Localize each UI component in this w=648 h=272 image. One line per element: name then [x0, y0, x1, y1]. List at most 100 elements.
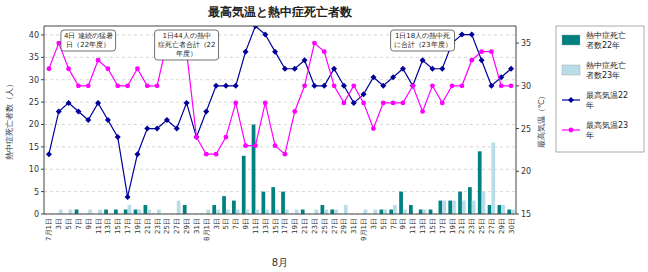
marker — [105, 117, 111, 123]
marker — [410, 83, 416, 89]
annotation: 1日18人の熱中死に合計（23年度） — [391, 30, 455, 51]
annotation-text: 1日18人の熱中死に合計（23年度） — [394, 32, 452, 49]
marker — [429, 66, 435, 72]
bar — [452, 201, 456, 214]
marker — [223, 83, 229, 89]
bar — [330, 210, 334, 214]
y2-tick-label: 15 — [521, 210, 531, 219]
bar — [137, 210, 141, 214]
y-axis-label: 熱中症死亡者数（人） — [5, 80, 14, 160]
marker — [508, 66, 514, 72]
marker — [272, 49, 278, 55]
bar — [482, 192, 486, 214]
legend: 熱中症死亡者数22年熱中症死亡者数23年最高気温22年最高気温23年 — [556, 26, 644, 152]
x-tick-label: 21日 — [301, 218, 309, 234]
x-tick-label: 11日 — [252, 218, 260, 234]
marker — [380, 83, 386, 89]
x-tick-label: 25日 — [163, 218, 171, 234]
bar — [344, 205, 348, 214]
y-tick-label: 10 — [29, 165, 39, 174]
legend-label: 最高気温22年 — [586, 91, 628, 110]
bar — [246, 210, 250, 214]
x-tick-label: 21日 — [144, 218, 152, 234]
marker — [174, 126, 180, 132]
marker — [322, 49, 327, 54]
bar — [491, 142, 495, 214]
marker — [144, 126, 150, 132]
grid-line — [44, 214, 516, 215]
x-tick-label: 13日 — [104, 218, 112, 234]
x-tick-label: 19日 — [449, 218, 457, 234]
annotation: 1日44人の熱中症死亡者合計（22年度） — [155, 30, 219, 60]
x-tick-label: 30日 — [508, 218, 516, 234]
bar — [389, 210, 393, 214]
marker — [76, 83, 81, 88]
marker — [273, 143, 278, 148]
bar — [462, 201, 466, 214]
marker — [351, 100, 357, 106]
bar — [399, 192, 403, 214]
y-axis — [44, 26, 45, 214]
bar — [429, 210, 433, 214]
legend-swatch — [562, 65, 580, 75]
x-tick-label: 7日 — [75, 218, 83, 229]
bar — [262, 192, 266, 214]
x-tick-label: 19日 — [291, 218, 299, 234]
y2-tick-label: 30 — [521, 82, 531, 91]
bar — [252, 124, 256, 214]
x-tick-label: 27日 — [331, 218, 339, 234]
x-tick-label: 29日 — [498, 218, 506, 234]
marker — [420, 109, 425, 114]
marker — [400, 66, 406, 72]
marker — [332, 83, 337, 88]
marker — [204, 152, 209, 157]
marker — [479, 57, 485, 63]
marker — [410, 83, 415, 88]
bar — [364, 210, 368, 214]
marker — [95, 100, 101, 106]
bar — [448, 201, 452, 214]
marker — [439, 66, 445, 72]
marker — [233, 101, 238, 106]
marker — [282, 66, 288, 72]
marker — [194, 135, 199, 140]
marker — [302, 83, 307, 88]
x-tick-label: 19日 — [134, 218, 142, 234]
x-tick-label: 31日 — [193, 218, 201, 234]
x-tick-label: 9月1日 — [360, 218, 368, 241]
x-tick-label: 7日 — [390, 218, 398, 229]
marker — [213, 83, 219, 89]
bar — [380, 210, 384, 214]
bar — [468, 187, 472, 214]
bar — [183, 205, 187, 214]
marker — [450, 83, 455, 88]
marker — [391, 101, 396, 106]
annotation-text: 4日 連続の猛暑日（22年度） — [64, 32, 113, 49]
marker — [224, 135, 229, 140]
marker — [370, 74, 376, 80]
marker — [371, 126, 376, 131]
grid-line — [44, 169, 516, 170]
x-tick-label: 25日 — [321, 218, 329, 234]
y2-tick-label: 25 — [521, 125, 531, 134]
grid-line — [44, 57, 516, 58]
bar — [488, 205, 492, 214]
x-tick-label: 17日 — [281, 218, 289, 234]
marker — [46, 151, 52, 157]
annotation-box — [391, 30, 455, 51]
plot-area — [44, 26, 516, 214]
x-tick-label: 9日 — [242, 218, 250, 229]
y-tick-label: 20 — [29, 120, 39, 129]
bar — [472, 201, 476, 214]
y2-tick-label: 35 — [521, 39, 531, 48]
x-tick-label: 17日 — [439, 218, 447, 234]
x-tick-label: 3日 — [55, 218, 63, 229]
y2-axis — [516, 26, 517, 214]
grid-line — [44, 124, 516, 125]
x-tick-label: 31日 — [350, 218, 358, 234]
bar — [98, 210, 102, 214]
x-tick-label: 9日 — [399, 218, 407, 229]
bar — [242, 156, 246, 214]
title: 最高気温と熱中症死亡者数 — [207, 5, 353, 19]
bar — [383, 210, 387, 214]
